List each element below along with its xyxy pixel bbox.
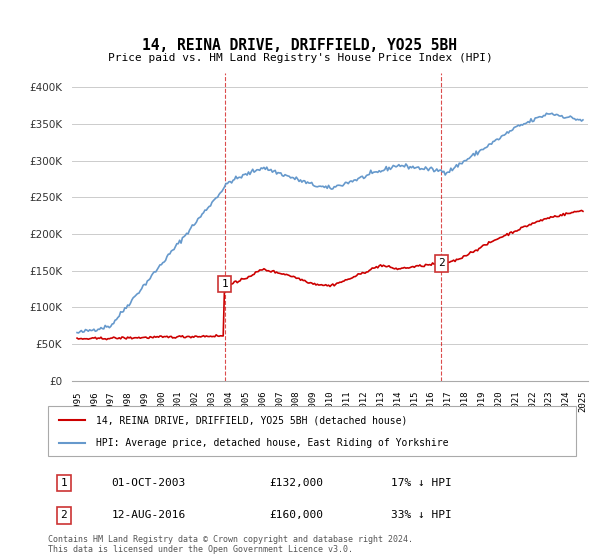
Text: Price paid vs. HM Land Registry's House Price Index (HPI): Price paid vs. HM Land Registry's House … [107,53,493,63]
Text: £132,000: £132,000 [270,478,324,488]
Text: 14, REINA DRIVE, DRIFFIELD, YO25 5BH (detached house): 14, REINA DRIVE, DRIFFIELD, YO25 5BH (de… [95,415,407,425]
Text: 01-OCT-2003: 01-OCT-2003 [112,478,185,488]
Text: 33% ↓ HPI: 33% ↓ HPI [391,510,452,520]
Text: HPI: Average price, detached house, East Riding of Yorkshire: HPI: Average price, detached house, East… [95,438,448,448]
Text: Contains HM Land Registry data © Crown copyright and database right 2024.
This d: Contains HM Land Registry data © Crown c… [48,535,413,554]
Text: 2: 2 [61,510,67,520]
Text: 14, REINA DRIVE, DRIFFIELD, YO25 5BH: 14, REINA DRIVE, DRIFFIELD, YO25 5BH [143,38,458,53]
Text: 1: 1 [221,279,228,289]
Text: 12-AUG-2016: 12-AUG-2016 [112,510,185,520]
Text: £160,000: £160,000 [270,510,324,520]
Text: 1: 1 [61,478,67,488]
Text: 2: 2 [438,259,445,268]
FancyBboxPatch shape [48,406,576,456]
Text: 17% ↓ HPI: 17% ↓ HPI [391,478,452,488]
